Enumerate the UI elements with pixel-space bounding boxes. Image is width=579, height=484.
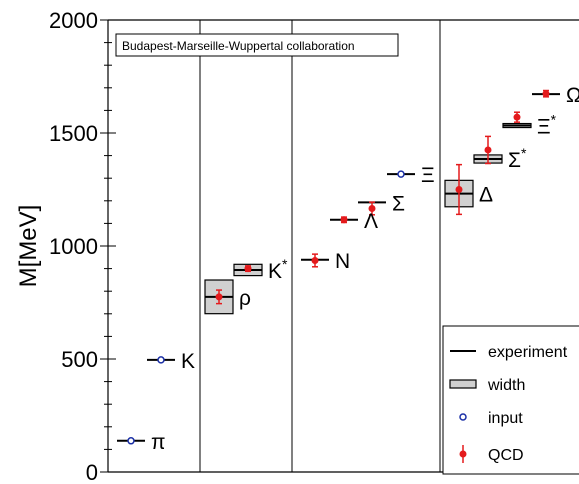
particle-symbol-2: K (181, 350, 195, 373)
particle-label-7: Σ (392, 192, 405, 215)
legend-qcd-label: QCD (488, 447, 524, 464)
particle-symbol-8: Ξ (421, 164, 435, 187)
particle-label-5: N (335, 250, 350, 273)
qcd-point-5 (311, 256, 319, 264)
particle-symbol-11: Ξ (537, 116, 551, 139)
particle-symbol-3: ρ (239, 287, 251, 310)
y-tick-label-500: 500 (61, 347, 98, 372)
particle-label-11: Ξ* (537, 112, 557, 139)
legend-item-experiment: experiment (450, 344, 568, 361)
legend-item-width: width (449, 377, 525, 394)
legend-width-swatch (449, 379, 477, 389)
collaboration-text: Budapest-Marseille-Wuppertal collaborati… (122, 39, 355, 53)
axes: 0 500 1000 1500 2000 M[MeV] (15, 8, 579, 484)
particle-superscript-4: * (282, 256, 288, 272)
particle-symbol-9: Δ (479, 184, 493, 207)
legend-experiment-label: experiment (488, 344, 568, 361)
particle-symbol-1: π (151, 431, 166, 454)
legend-width-label: width (487, 377, 525, 394)
particle-label-3: ρ (239, 287, 251, 310)
collaboration-box (115, 33, 399, 57)
y-tick-label-0: 0 (86, 460, 98, 484)
particle-symbol-12: Ω (566, 84, 579, 107)
qcd-point-12 (542, 90, 550, 98)
data-points (127, 89, 550, 445)
legend-qcd-swatch (459, 450, 467, 458)
legend-item-qcd: QCD (459, 445, 524, 464)
qcd-point-7 (368, 204, 376, 212)
particle-symbol-7: Σ (392, 192, 405, 215)
input-point-1 (127, 437, 135, 445)
particle-symbol-6: Λ (364, 210, 378, 233)
particle-label-4: K* (268, 256, 288, 283)
y-tick-label-2000: 2000 (49, 8, 98, 33)
particle-label-1: π (151, 431, 166, 454)
particle-superscript-11: * (551, 112, 557, 128)
qcd-point-11 (513, 113, 521, 121)
particle-label-6: Λ (364, 210, 378, 233)
particle-label-2: K (181, 350, 195, 373)
legend-input-label: input (488, 410, 523, 427)
particle-symbol-10: Σ (508, 149, 521, 172)
input-point-8 (397, 170, 405, 178)
y-axis-label: M[MeV] (15, 205, 42, 288)
particle-label-10: Σ* (508, 145, 527, 172)
particle-label-9: Δ (479, 184, 493, 207)
qcd-point-6 (340, 216, 348, 224)
particle-superscript-10: * (521, 145, 527, 161)
legend-item-input: input (459, 410, 523, 427)
qcd-point-4 (244, 265, 252, 273)
qcd-point-3 (215, 293, 223, 301)
particle-symbol-4: K (268, 260, 282, 283)
particle-label-12: Ω (566, 84, 579, 107)
particle-symbol-5: N (335, 250, 350, 273)
input-point-2 (157, 356, 165, 364)
collaboration-annotation: Budapest-Marseille-Wuppertal collaborati… (115, 33, 399, 57)
qcd-point-9 (455, 186, 463, 193)
particle-label-8: Ξ (421, 164, 435, 187)
legend-input-swatch (459, 413, 467, 421)
y-tick-label-1000: 1000 (49, 234, 98, 259)
qcd-point-10 (484, 146, 492, 154)
y-tick-label-1500: 1500 (49, 121, 98, 146)
legend: experiment width input QCD (442, 325, 579, 475)
